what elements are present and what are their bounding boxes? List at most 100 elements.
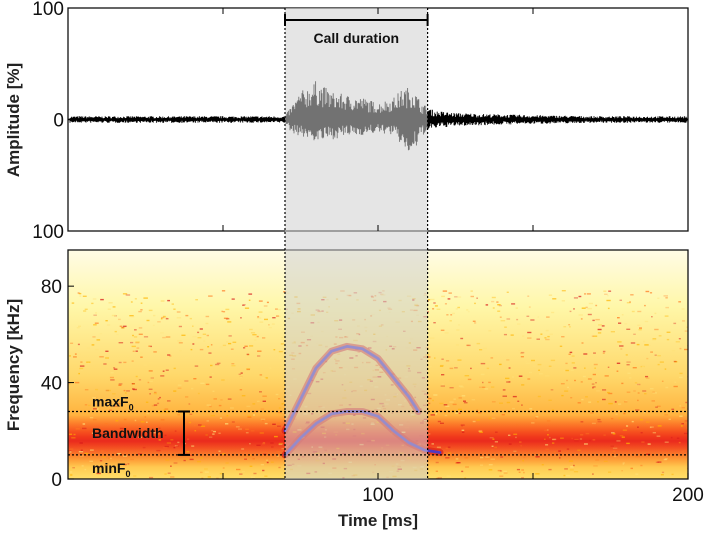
spectrogram-speck (432, 399, 434, 402)
spectrogram-speck (86, 361, 91, 363)
spectrogram-speck (82, 423, 86, 425)
spectrogram-speck (519, 441, 522, 443)
spectrogram-speck (490, 386, 495, 388)
spectrogram-speck (69, 355, 71, 357)
spectrogram-speck (200, 382, 205, 384)
spectrogram-speck (461, 431, 465, 433)
spectrogram-speck (162, 336, 166, 339)
spectrogram-speck (673, 322, 677, 325)
spectrogram-speck (573, 464, 575, 467)
spectrogram-speck (619, 435, 624, 437)
spectrogram-speck (211, 429, 214, 432)
spectrogram-speck (442, 290, 448, 292)
spectrogram-speck (275, 393, 279, 396)
spectrogram-speck (246, 353, 250, 356)
spectrogram-speck (156, 449, 161, 452)
spectrogram-speck (546, 429, 549, 431)
spectrogram-speck (511, 303, 516, 305)
spectrogram-speck (480, 362, 486, 365)
spectrogram-speck (268, 324, 270, 326)
spectrogram-speck (167, 472, 171, 474)
spectrogram-speck (77, 343, 80, 346)
spectrogram-speck (623, 412, 626, 415)
frequency-tick-label: 0 (51, 470, 62, 491)
spectrogram-speck (277, 422, 281, 425)
spectrogram-speck (257, 316, 260, 318)
spectrogram-speck (587, 313, 592, 316)
spectrogram-speck (655, 406, 658, 408)
spectrogram-speck (440, 385, 445, 387)
spectrogram-speck (130, 301, 133, 303)
spectrogram-speck (118, 383, 123, 385)
spectrogram-speck (430, 414, 435, 416)
spectrogram-speck (71, 302, 75, 304)
spectrogram-speck (476, 409, 479, 411)
spectrogram-speck (164, 473, 167, 475)
spectrogram-speck (608, 471, 612, 473)
spectrogram-speck (439, 410, 443, 412)
spectrogram-speck (197, 331, 200, 334)
spectrogram-speck (167, 299, 170, 302)
spectrogram-speck (491, 445, 494, 447)
spectrogram-speck (590, 412, 594, 414)
spectrogram-speck (503, 470, 507, 473)
spectrogram-speck (651, 316, 653, 318)
spectrogram-speck (261, 377, 266, 379)
spectrogram-speck (228, 335, 232, 337)
spectrogram-speck (535, 416, 539, 418)
spectrogram-speck (226, 415, 229, 417)
spectrogram-speck (444, 332, 449, 334)
spectrogram-speck (441, 358, 444, 360)
spectrogram-speck (240, 317, 242, 319)
spectrogram-speck (603, 290, 607, 292)
spectrogram-speck (88, 404, 91, 407)
spectrogram-speck (457, 359, 462, 361)
spectrogram-speck (157, 398, 160, 400)
spectrogram-speck (530, 319, 535, 321)
spectrogram-speck (248, 293, 253, 295)
spectrogram-speck (153, 393, 157, 395)
spectrogram-speck (452, 312, 455, 315)
spectrogram-speck (194, 424, 196, 427)
spectrogram-speck (649, 292, 653, 294)
spectrogram-speck (70, 342, 74, 344)
spectrogram-speck (213, 398, 217, 400)
spectrogram-speck (173, 446, 176, 449)
spectrogram-speck (494, 441, 498, 443)
spectrogram-speck (639, 327, 642, 329)
spectrogram-speck (515, 307, 518, 309)
spectrogram-speck (107, 308, 111, 310)
spectrogram-speck (270, 442, 274, 444)
spectrogram-speck (125, 397, 128, 400)
spectrogram-speck (580, 421, 584, 423)
spectrogram-speck (531, 359, 535, 362)
spectrogram-speck (278, 315, 281, 318)
spectrogram-speck (122, 325, 127, 328)
spectrogram-speck (595, 304, 598, 307)
spectrogram-speck (148, 370, 153, 372)
spectrogram-speck (604, 375, 609, 377)
spectrogram-speck (580, 318, 583, 320)
spectrogram-speck (134, 298, 137, 300)
spectrogram-speck (197, 337, 202, 339)
spectrogram-speck (173, 390, 177, 392)
spectrogram-speck (210, 414, 215, 417)
spectrogram-speck (105, 320, 108, 322)
spectrogram-speck (643, 411, 646, 414)
spectrogram-speck (492, 438, 495, 440)
spectrogram-speck (652, 392, 657, 394)
spectrogram-speck (74, 353, 77, 355)
spectrogram-speck (266, 301, 269, 304)
spectrogram-speck (563, 370, 566, 372)
spectrogram-speck (177, 387, 182, 389)
spectrogram-speck (119, 427, 124, 430)
spectrogram-speck (464, 375, 470, 377)
spectrogram-speck (598, 324, 602, 326)
spectrogram-speck (272, 423, 276, 425)
spectrogram-speck (262, 469, 265, 472)
spectrogram-speck (176, 445, 179, 447)
spectrogram-speck (503, 472, 508, 474)
spectrogram-speck (140, 352, 143, 354)
spectrogram-speck (72, 467, 75, 469)
spectrogram-speck (552, 298, 557, 300)
